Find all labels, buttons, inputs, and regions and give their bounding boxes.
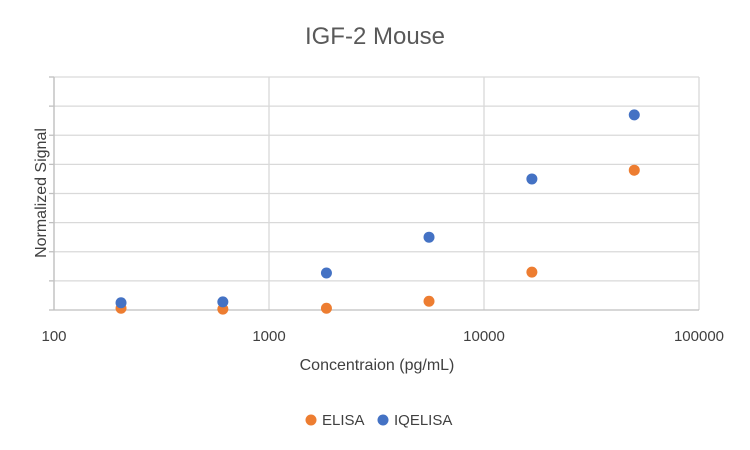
elisa-point bbox=[526, 266, 538, 278]
plot-grid bbox=[49, 76, 700, 311]
iqelisa-legend-marker bbox=[377, 414, 389, 426]
x-tick-label: 100 bbox=[41, 328, 66, 345]
x-tick-label: 1000 bbox=[252, 328, 285, 345]
elisa-point bbox=[628, 164, 640, 176]
iqelisa-point bbox=[526, 173, 538, 185]
elisa-point bbox=[423, 295, 435, 307]
chart-title: IGF-2 Mouse bbox=[305, 23, 445, 50]
elisa-legend-marker bbox=[305, 414, 317, 426]
x-tick-label: 10000 bbox=[463, 328, 505, 345]
iqelisa-point bbox=[628, 109, 640, 121]
elisa-legend-label: ELISA bbox=[322, 412, 365, 429]
iqelisa-point bbox=[423, 231, 435, 243]
iqelisa-legend-label: IQELISA bbox=[394, 412, 452, 429]
iqelisa-point bbox=[217, 296, 229, 308]
x-tick-label: 100000 bbox=[674, 328, 724, 345]
x-tick-labels: 100 1000 10000 100000 bbox=[41, 328, 724, 345]
y-axis-title: Normalized Signal bbox=[33, 128, 50, 258]
plot-marks bbox=[115, 109, 640, 315]
legend: ELISA IQELISA bbox=[305, 412, 452, 429]
iqelisa-point bbox=[115, 297, 127, 309]
x-axis-title: Concentraion (pg/mL) bbox=[300, 357, 455, 374]
elisa-point bbox=[320, 302, 332, 314]
iqelisa-point bbox=[320, 267, 332, 279]
